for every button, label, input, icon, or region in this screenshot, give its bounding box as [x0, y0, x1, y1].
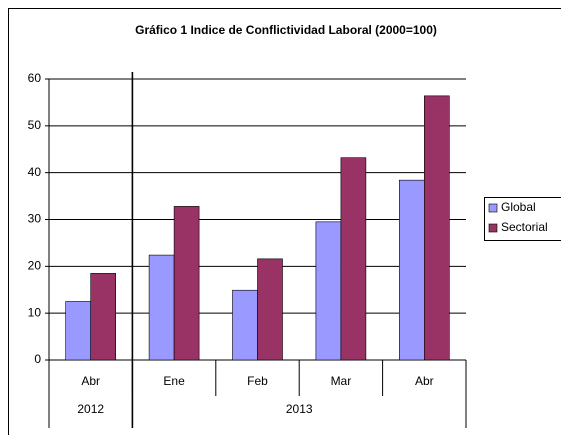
bar	[398, 179, 425, 361]
y-tick-label: 40	[28, 165, 42, 179]
y-tick-label: 0	[34, 352, 41, 366]
chart-title: Gráfico 1 Indice de Conflictividad Labor…	[135, 23, 437, 37]
x-tick-label: Abr	[81, 374, 100, 388]
x-tick-label: Ene	[163, 374, 185, 388]
chart-frame	[8, 8, 561, 435]
y-tick-label: 50	[28, 118, 42, 132]
legend-swatch	[488, 203, 498, 213]
y-tick-label: 30	[28, 212, 42, 226]
legend-swatch	[488, 223, 498, 233]
y-tick-label: 10	[28, 305, 42, 319]
x-tick-label: Feb	[247, 374, 268, 388]
bar	[315, 221, 342, 361]
legend-label: Sectorial	[501, 220, 548, 234]
bar	[148, 254, 175, 361]
legend-label: Global	[501, 200, 536, 214]
y-tick-label: 20	[28, 259, 42, 273]
bar	[423, 95, 450, 361]
group-label: 2013	[286, 402, 313, 416]
bar	[65, 301, 91, 361]
bar	[173, 206, 200, 361]
x-tick-label: Abr	[415, 374, 434, 388]
bar	[232, 289, 258, 361]
bar	[90, 273, 116, 361]
group-label: 2012	[77, 402, 104, 416]
bar	[257, 258, 283, 361]
x-tick-label: Mar	[331, 374, 352, 388]
y-tick-label: 60	[28, 71, 42, 85]
bar	[340, 157, 367, 361]
